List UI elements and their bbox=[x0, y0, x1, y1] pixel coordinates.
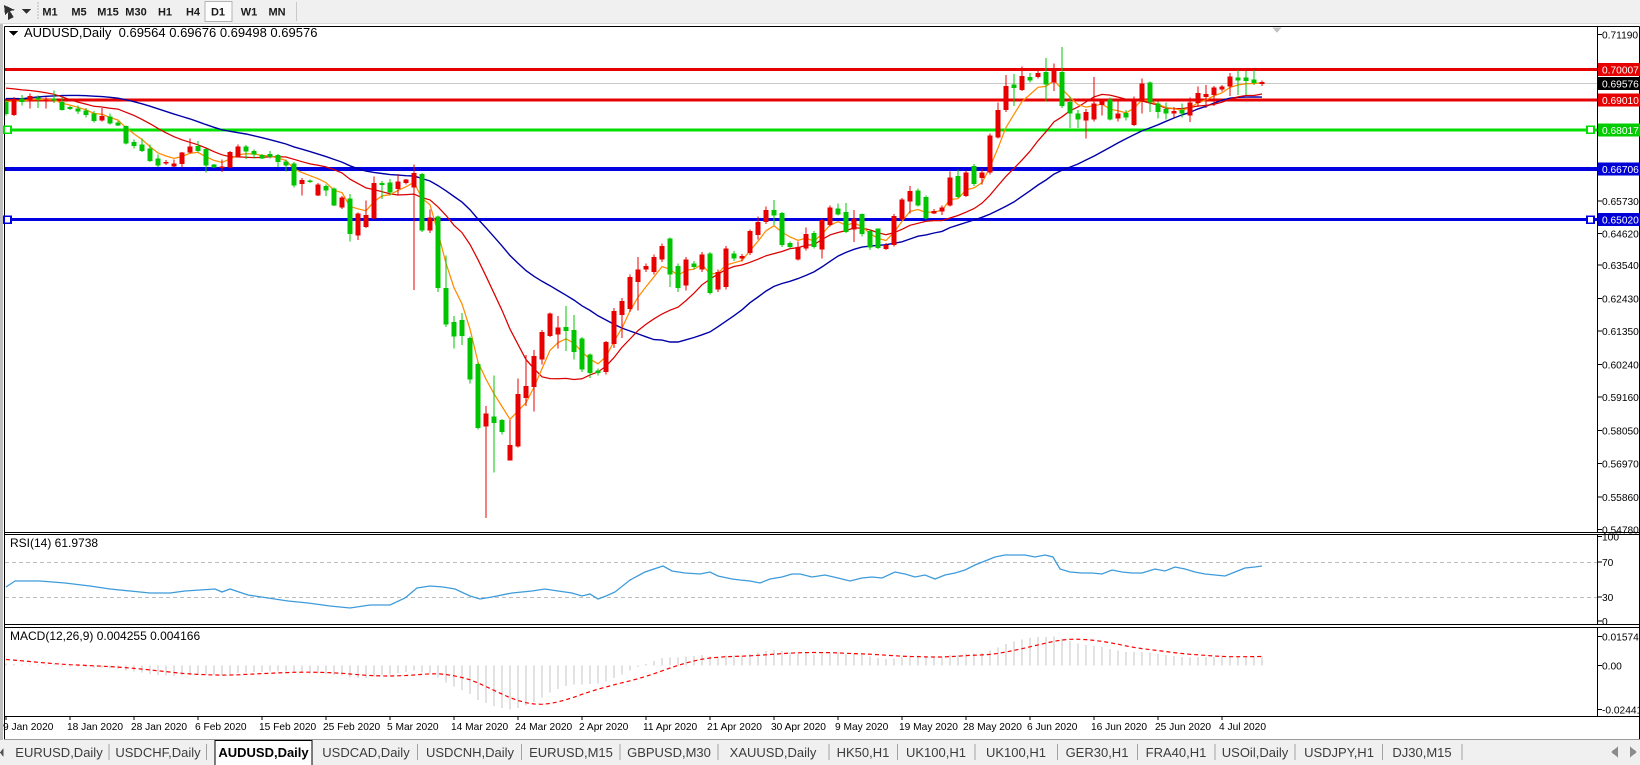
svg-text:0.54780: 0.54780 bbox=[1602, 526, 1639, 537]
svg-text:0.69010: 0.69010 bbox=[1602, 96, 1639, 107]
svg-text:25 Feb 2020: 25 Feb 2020 bbox=[323, 722, 381, 733]
svg-text:25 Jun 2020: 25 Jun 2020 bbox=[1155, 722, 1211, 733]
svg-text:USDCHF,Daily: USDCHF,Daily bbox=[115, 745, 201, 760]
svg-text:AUDUSD,Daily: AUDUSD,Daily bbox=[218, 745, 309, 760]
svg-text:30 Apr 2020: 30 Apr 2020 bbox=[771, 722, 826, 733]
svg-text:-0.024412: -0.024412 bbox=[1602, 706, 1640, 717]
svg-text:0.60240: 0.60240 bbox=[1602, 361, 1639, 372]
svg-text:RSI(14) 61.9738: RSI(14) 61.9738 bbox=[10, 536, 98, 550]
svg-text:0.71190: 0.71190 bbox=[1602, 31, 1638, 42]
svg-text:5 Mar 2020: 5 Mar 2020 bbox=[387, 722, 439, 733]
svg-text:M1: M1 bbox=[42, 7, 57, 19]
svg-text:USDCAD,Daily: USDCAD,Daily bbox=[322, 745, 410, 760]
svg-text:D1: D1 bbox=[211, 7, 225, 19]
svg-text:USDCNH,Daily: USDCNH,Daily bbox=[426, 745, 515, 760]
svg-text:70: 70 bbox=[1602, 558, 1614, 569]
svg-text:AUDUSD,Daily 0.69564 0.69676: AUDUSD,Daily 0.69564 0.69676 0.69498 0.6… bbox=[24, 25, 317, 40]
svg-text:0.58050: 0.58050 bbox=[1602, 427, 1639, 438]
svg-text:0.65730: 0.65730 bbox=[1602, 197, 1639, 208]
svg-text:100: 100 bbox=[1602, 533, 1619, 544]
svg-text:0.64620: 0.64620 bbox=[1602, 229, 1639, 240]
svg-text:0.015741: 0.015741 bbox=[1602, 633, 1640, 644]
svg-text:UK100,H1: UK100,H1 bbox=[986, 745, 1046, 760]
svg-text:4 Jul 2020: 4 Jul 2020 bbox=[1219, 722, 1266, 733]
svg-text:6 Feb 2020: 6 Feb 2020 bbox=[195, 722, 247, 733]
svg-text:XAUUSD,Daily: XAUUSD,Daily bbox=[730, 745, 817, 760]
svg-text:W1: W1 bbox=[241, 7, 258, 19]
svg-text:0.66706: 0.66706 bbox=[1602, 165, 1639, 176]
svg-text:0.63540: 0.63540 bbox=[1602, 261, 1639, 272]
svg-text:0.68017: 0.68017 bbox=[1602, 126, 1639, 137]
svg-text:EURUSD,Daily: EURUSD,Daily bbox=[15, 745, 103, 760]
svg-text:UK100,H1: UK100,H1 bbox=[906, 745, 966, 760]
svg-text:USOil,Daily: USOil,Daily bbox=[1222, 745, 1289, 760]
svg-text:H1: H1 bbox=[158, 7, 172, 19]
svg-text:9 Jan 2020: 9 Jan 2020 bbox=[3, 722, 54, 733]
svg-text:15 Feb 2020: 15 Feb 2020 bbox=[259, 722, 317, 733]
svg-text:FRA40,H1: FRA40,H1 bbox=[1146, 745, 1207, 760]
svg-text:0: 0 bbox=[1602, 617, 1608, 628]
svg-text:EURUSD,M15: EURUSD,M15 bbox=[529, 745, 613, 760]
svg-text:0.69576: 0.69576 bbox=[1602, 79, 1639, 90]
svg-text:M15: M15 bbox=[97, 7, 118, 19]
svg-text:0.61350: 0.61350 bbox=[1602, 327, 1639, 338]
svg-text:11 Apr 2020: 11 Apr 2020 bbox=[643, 722, 698, 733]
svg-text:0.70007: 0.70007 bbox=[1602, 65, 1639, 76]
svg-text:USDJPY,H1: USDJPY,H1 bbox=[1304, 745, 1374, 760]
svg-text:28 May 2020: 28 May 2020 bbox=[963, 722, 1022, 733]
svg-text:GER30,H1: GER30,H1 bbox=[1066, 745, 1129, 760]
svg-text:0.59160: 0.59160 bbox=[1602, 393, 1639, 404]
svg-text:0.55860: 0.55860 bbox=[1602, 493, 1639, 504]
svg-text:H4: H4 bbox=[186, 7, 201, 19]
svg-text:19 May 2020: 19 May 2020 bbox=[899, 722, 958, 733]
svg-text:24 Mar 2020: 24 Mar 2020 bbox=[515, 722, 573, 733]
svg-text:9 May 2020: 9 May 2020 bbox=[835, 722, 889, 733]
svg-text:30: 30 bbox=[1602, 593, 1614, 604]
svg-text:6 Jun 2020: 6 Jun 2020 bbox=[1027, 722, 1078, 733]
svg-text:MN: MN bbox=[268, 7, 285, 19]
svg-text:M30: M30 bbox=[125, 7, 146, 19]
svg-text:2 Apr 2020: 2 Apr 2020 bbox=[579, 722, 629, 733]
svg-text:21 Apr 2020: 21 Apr 2020 bbox=[707, 722, 762, 733]
svg-text:GBPUSD,M30: GBPUSD,M30 bbox=[627, 745, 711, 760]
svg-text:0.62430: 0.62430 bbox=[1602, 294, 1639, 305]
svg-text:MACD(12,26,9) 0.004255 0.00416: MACD(12,26,9) 0.004255 0.004166 bbox=[10, 629, 200, 643]
svg-text:HK50,H1: HK50,H1 bbox=[837, 745, 890, 760]
svg-text:28 Jan 2020: 28 Jan 2020 bbox=[131, 722, 187, 733]
svg-text:0.65020: 0.65020 bbox=[1602, 216, 1639, 227]
svg-text:0.56970: 0.56970 bbox=[1602, 459, 1639, 470]
svg-text:18 Jan 2020: 18 Jan 2020 bbox=[67, 722, 123, 733]
svg-text:M5: M5 bbox=[71, 7, 86, 19]
svg-text:16 Jun 2020: 16 Jun 2020 bbox=[1091, 722, 1147, 733]
svg-text:14 Mar 2020: 14 Mar 2020 bbox=[451, 722, 509, 733]
svg-text:DJ30,M15: DJ30,M15 bbox=[1392, 745, 1451, 760]
svg-text:0.00: 0.00 bbox=[1602, 661, 1622, 672]
